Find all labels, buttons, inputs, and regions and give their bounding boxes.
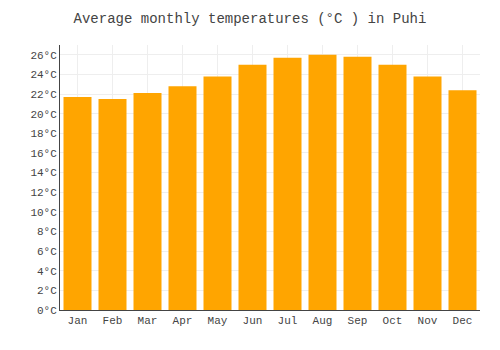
svg-text:May: May xyxy=(208,315,228,327)
svg-text:18°C: 18°C xyxy=(30,128,57,140)
svg-text:24°C: 24°C xyxy=(30,69,57,81)
svg-text:26°C: 26°C xyxy=(30,50,57,62)
svg-text:Feb: Feb xyxy=(103,315,123,327)
svg-text:12°C: 12°C xyxy=(30,187,57,199)
svg-text:22°C: 22°C xyxy=(30,89,57,101)
svg-text:Apr: Apr xyxy=(173,315,193,327)
svg-text:10°C: 10°C xyxy=(30,207,57,219)
svg-text:6°C: 6°C xyxy=(37,246,57,258)
svg-text:Mar: Mar xyxy=(138,315,158,327)
svg-text:4°C: 4°C xyxy=(37,266,57,278)
svg-text:Jan: Jan xyxy=(68,315,88,327)
svg-text:Dec: Dec xyxy=(453,315,473,327)
svg-text:Jun: Jun xyxy=(243,315,263,327)
svg-text:Average monthly temperatures (: Average monthly temperatures (°C ) in Pu… xyxy=(74,11,427,27)
svg-text:Jul: Jul xyxy=(278,315,298,327)
svg-text:Sep: Sep xyxy=(348,315,368,327)
svg-text:Aug: Aug xyxy=(313,315,333,327)
svg-text:14°C: 14°C xyxy=(30,167,57,179)
svg-text:0°C: 0°C xyxy=(37,305,57,317)
svg-text:20°C: 20°C xyxy=(30,109,57,121)
svg-text:2°C: 2°C xyxy=(37,285,57,297)
svg-text:16°C: 16°C xyxy=(30,148,57,160)
svg-text:Nov: Nov xyxy=(418,315,438,327)
svg-text:8°C: 8°C xyxy=(37,226,57,238)
svg-text:Oct: Oct xyxy=(383,315,403,327)
